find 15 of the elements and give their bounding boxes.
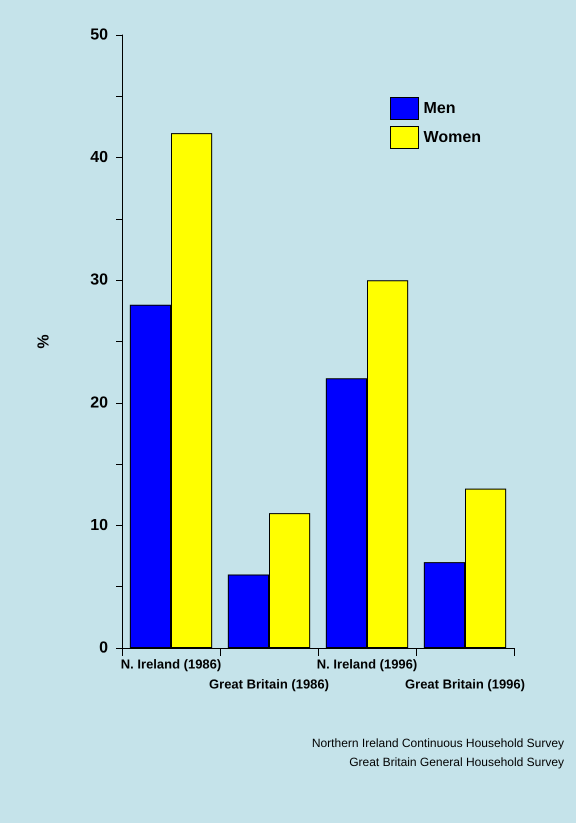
y-axis-title: % [36, 334, 52, 349]
text: Northern Ireland Continuous Household Survey [312, 736, 564, 750]
y-tick-label: 30 [90, 272, 108, 289]
text: Great Britain General Household Survey [349, 755, 564, 769]
legend-label: Men [424, 100, 456, 117]
y-tick-label: 0 [99, 640, 108, 656]
y-tick-label: 10 [90, 516, 108, 534]
y-tick-label: 20 [90, 394, 108, 412]
y-tick-label: 40 [90, 149, 108, 166]
legend-label: Women [424, 129, 481, 146]
x-tick-label: Great Britain (1996) [405, 676, 525, 692]
y-tick-label: 50 [90, 26, 108, 44]
x-tick-label: N. Ireland (1996) [316, 656, 418, 672]
x-tick-label: Great Britain (1986) [209, 676, 329, 692]
x-tick-label: N. Ireland (1986) [120, 656, 222, 672]
